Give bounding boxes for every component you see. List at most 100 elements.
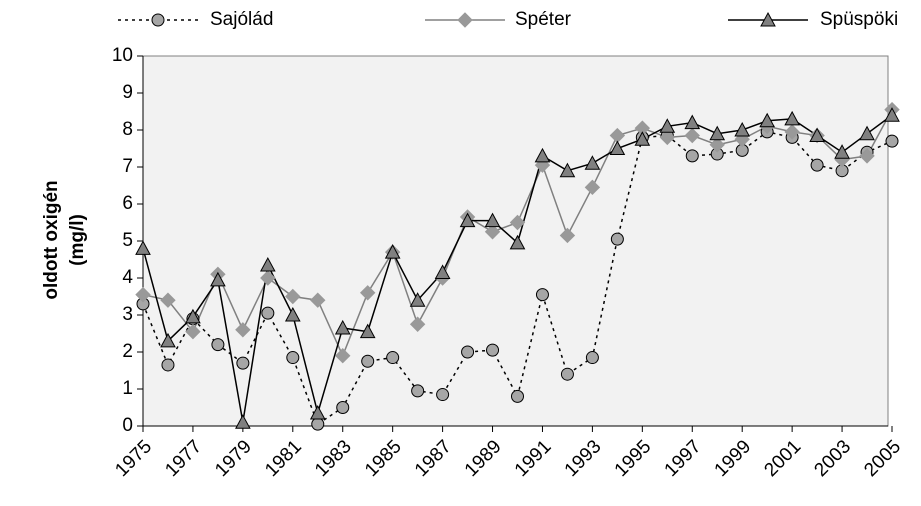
marker [511, 389, 524, 403]
marker [884, 107, 900, 122]
marker [534, 147, 551, 163]
y-axis-label: (mg/l) [67, 214, 88, 266]
y-tick-label: 4 [122, 267, 133, 288]
x-tick-label: 1985 [361, 436, 406, 481]
x-tick-label: 1995 [611, 436, 656, 481]
legend-label: Spüspöki [820, 9, 898, 30]
marker [659, 129, 676, 146]
marker [259, 256, 276, 272]
y-tick-label: 5 [122, 230, 133, 251]
x-tick-label: 1989 [461, 436, 506, 481]
y-tick-label: 8 [122, 119, 133, 140]
x-tick-label: 1997 [661, 436, 706, 481]
marker [885, 134, 899, 148]
marker [461, 345, 475, 359]
marker [584, 179, 601, 196]
x-tick-label: 1999 [711, 436, 756, 481]
marker [235, 322, 251, 338]
marker [335, 347, 351, 364]
marker [459, 212, 476, 228]
marker [210, 271, 226, 287]
marker [560, 367, 574, 381]
marker [336, 401, 350, 414]
marker [784, 124, 800, 140]
marker [834, 144, 850, 159]
legend-item: Spéter [425, 9, 572, 30]
marker [585, 351, 599, 365]
marker [384, 244, 401, 259]
marker [235, 414, 251, 429]
marker [457, 12, 473, 28]
marker [559, 162, 576, 178]
x-tick-label: 1983 [311, 436, 356, 481]
marker [709, 125, 726, 141]
marker [310, 292, 326, 308]
marker [411, 384, 425, 398]
marker [760, 11, 776, 27]
y-tick-label: 2 [122, 341, 133, 362]
marker [236, 356, 250, 370]
y-tick-label: 7 [122, 156, 133, 177]
y-tick-label: 3 [122, 304, 133, 325]
marker [160, 292, 176, 308]
marker [810, 158, 824, 172]
marker [484, 224, 501, 240]
marker [859, 125, 875, 141]
marker [610, 232, 624, 246]
marker [409, 292, 426, 307]
marker [659, 118, 676, 133]
marker [709, 137, 725, 153]
x-tick-label: 2003 [810, 436, 855, 481]
marker [759, 112, 776, 128]
marker [434, 264, 451, 279]
marker [684, 127, 700, 144]
y-tick-label: 9 [122, 82, 133, 103]
marker [685, 149, 699, 163]
y-tick-label: 1 [122, 378, 133, 399]
x-tick-label: 2005 [860, 436, 905, 481]
marker [684, 114, 701, 130]
marker [386, 351, 400, 365]
marker [361, 354, 375, 368]
marker [151, 13, 165, 27]
marker [559, 227, 576, 244]
x-tick-label: 1979 [211, 436, 256, 481]
marker [809, 127, 825, 143]
marker [160, 332, 176, 348]
marker [409, 316, 426, 332]
marker [609, 140, 626, 155]
marker [309, 404, 326, 420]
x-tick-label: 2001 [760, 436, 805, 481]
y-axis-label: oldott oxigén [41, 180, 62, 299]
x-tick-label: 1981 [261, 436, 306, 481]
marker [584, 155, 601, 170]
marker [486, 343, 500, 357]
y-tick-label: 0 [122, 415, 133, 436]
marker [135, 240, 151, 255]
y-tick-label: 6 [122, 193, 133, 214]
marker [634, 131, 651, 146]
marker [261, 306, 275, 320]
legend-label: Sajólád [210, 9, 273, 30]
marker [734, 121, 751, 137]
x-tick-label: 1991 [511, 436, 556, 481]
x-tick-label: 1977 [161, 436, 206, 481]
x-tick-label: 1993 [561, 436, 606, 481]
marker [484, 212, 501, 228]
marker [311, 417, 325, 431]
marker [185, 323, 201, 340]
marker [859, 148, 875, 164]
y-tick-label: 10 [112, 45, 133, 66]
legend-label: Spéter [515, 9, 572, 30]
marker [211, 338, 225, 352]
marker [284, 306, 301, 322]
marker [334, 319, 351, 335]
marker [359, 285, 376, 301]
marker [185, 308, 201, 324]
marker [509, 234, 526, 250]
marker [784, 110, 800, 126]
marker [135, 286, 151, 303]
marker [260, 270, 276, 286]
legend-item: Sajólád [118, 9, 273, 30]
